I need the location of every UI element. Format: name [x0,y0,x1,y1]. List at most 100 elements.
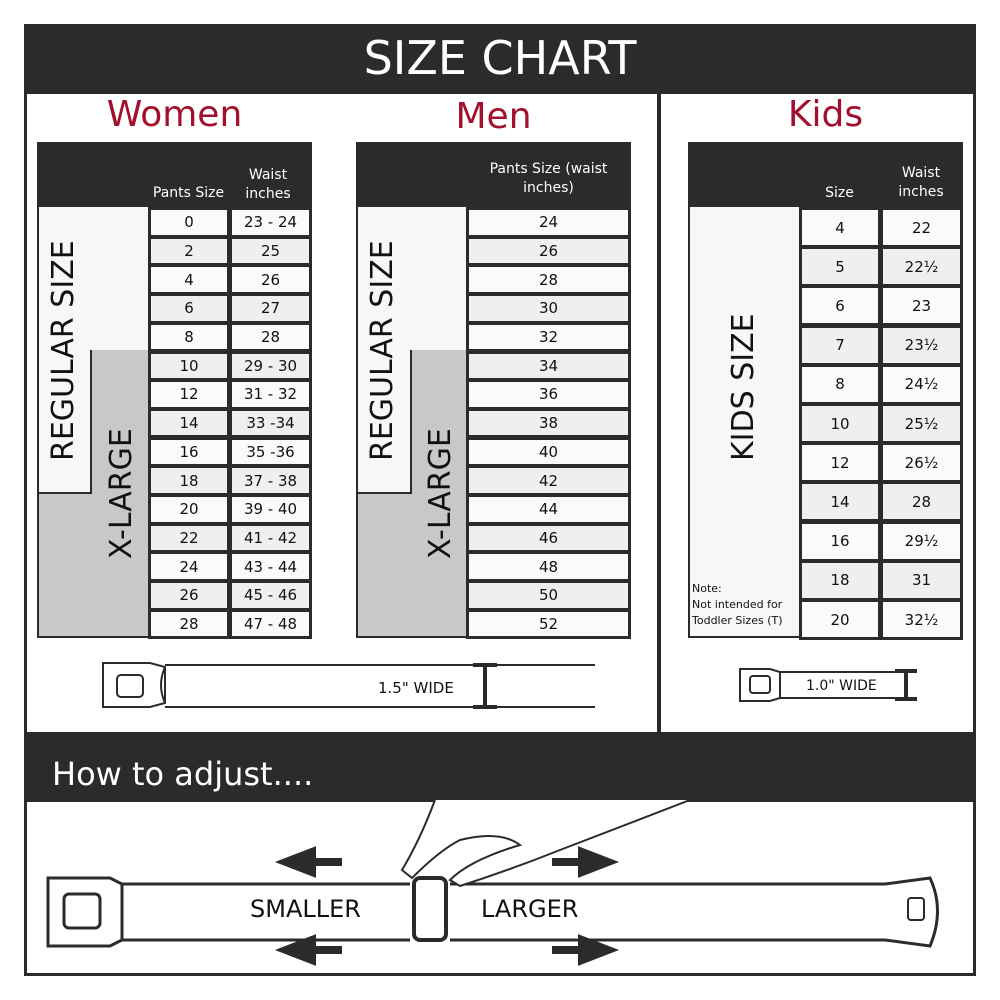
women-size-cell: 18 [148,465,230,496]
divider [657,94,661,732]
women-waist-cell: 47 - 48 [229,608,312,640]
kids-note-text: Not intended for Toddler Sizes (T) [692,598,783,627]
kids-col-waist: Waist inches [898,165,944,200]
kids-size-cell: 10 [799,403,881,444]
women-waist-cell: 35 -36 [229,436,312,468]
men-heading: Men [455,96,532,137]
kids-waist-cell: 22 [880,207,963,248]
kids-belt-illustration [739,668,917,702]
kids-size-cell: 14 [799,481,881,523]
women-size-cell: 14 [148,407,230,439]
men-regular-label: REGULAR SIZE [365,240,400,461]
men-regular-region-lower [356,350,412,494]
kids-label-region [688,207,799,638]
women-size-cell: 28 [148,608,230,640]
larger-label: LARGER [481,895,579,923]
men-size-cell: 52 [466,608,631,640]
adult-width-label: 1.5" WIDE [378,679,454,697]
women-size-cell: 10 [148,350,230,381]
kids-waist-cell: 29½ [880,520,963,562]
women-size-cell: 12 [148,379,230,410]
kids-size-cell: 8 [799,363,881,405]
women-heading: Women [106,94,243,135]
kids-waist-cell: 23 [880,285,963,327]
men-size-cell: 42 [466,465,631,496]
women-waist-cell: 23 - 24 [229,207,312,238]
men-size-cell: 24 [466,207,631,238]
men-size-cell: 36 [466,379,631,410]
women-waist-cell: 45 - 46 [229,580,312,611]
kids-size-cell: 5 [799,246,881,288]
kids-note: Note: Not intended for Toddler Sizes (T) [692,581,797,629]
women-waist-cell: 39 - 40 [229,494,312,525]
kids-waist-cell: 24½ [880,363,963,405]
men-size-cell: 32 [466,321,631,353]
men-size-cell: 44 [466,494,631,525]
women-waist-cell: 33 -34 [229,407,312,439]
women-size-cell: 6 [148,293,230,324]
arrow-right-bottom [552,934,620,966]
women-waist-cell: 27 [229,293,312,324]
women-size-cell: 0 [148,207,230,238]
kids-size-cell: 16 [799,520,881,562]
kids-size-cell: 12 [799,442,881,484]
women-waist-cell: 29 - 30 [229,350,312,381]
kids-waist-cell: 25½ [880,403,963,444]
men-size-cell: 30 [466,293,631,324]
kids-size-cell: 7 [799,324,881,366]
women-waist-cell: 25 [229,235,312,267]
adult-belt-illustration [102,662,595,709]
kids-waist-cell: 31 [880,559,963,601]
women-size-cell: 26 [148,580,230,611]
kids-size-cell: 18 [799,559,881,601]
women-size-cell: 4 [148,264,230,295]
women-size-cell: 20 [148,494,230,525]
women-size-cell: 8 [148,321,230,353]
women-regular-region-lower [37,350,92,494]
women-size-cell: 22 [148,522,230,554]
kids-waist-cell: 23½ [880,324,963,366]
kids-size-cell: 4 [799,207,881,248]
adjust-belt-illustration [46,800,939,966]
arrow-left-bottom [274,934,342,966]
men-size-cell: 50 [466,580,631,611]
women-col-waist: Waist inches [245,167,291,202]
men-size-cell: 34 [466,350,631,381]
men-size-cell: 48 [466,551,631,582]
kids-waist-cell: 28 [880,481,963,523]
men-regular-region [356,207,466,350]
kids-note-title: Note: [692,582,722,595]
kids-waist-cell: 22½ [880,246,963,288]
women-regular-label: REGULAR SIZE [46,240,81,461]
women-size-cell: 24 [148,551,230,582]
kids-waist-cell: 32½ [880,599,963,640]
women-regular-region [37,207,148,350]
arrow-right-top [552,846,620,878]
men-size-cell: 40 [466,436,631,468]
men-xlarge-label: X-LARGE [423,428,458,560]
women-waist-cell: 41 - 42 [229,522,312,554]
page-title: SIZE CHART [24,24,976,94]
kids-waist-cell: 26½ [880,442,963,484]
men-size-cell: 26 [466,235,631,267]
men-table-header: Pants Size (waist inches) [356,142,631,207]
men-size-cell: 28 [466,264,631,295]
women-table-header: Pants Size Waist inches [37,142,312,207]
kids-col-size: Size [825,185,854,201]
kids-table-header: Size Waist inches [688,142,963,207]
arrow-left-top [274,846,342,878]
men-col-pants-size: Pants Size (waist inches) [489,161,608,196]
women-size-cell: 16 [148,436,230,468]
kids-size-cell: 20 [799,599,881,640]
kids-heading: Kids [787,94,864,135]
women-xlarge-label: X-LARGE [104,428,139,560]
kids-size-label: KIDS SIZE [726,313,761,461]
women-waist-cell: 31 - 32 [229,379,312,410]
women-waist-cell: 43 - 44 [229,551,312,582]
smaller-label: SMALLER [250,895,361,923]
kids-width-label: 1.0" WIDE [806,678,877,694]
women-waist-cell: 28 [229,321,312,353]
men-size-cell: 46 [466,522,631,554]
women-col-pants-size: Pants Size [152,185,225,201]
women-waist-cell: 26 [229,264,312,295]
